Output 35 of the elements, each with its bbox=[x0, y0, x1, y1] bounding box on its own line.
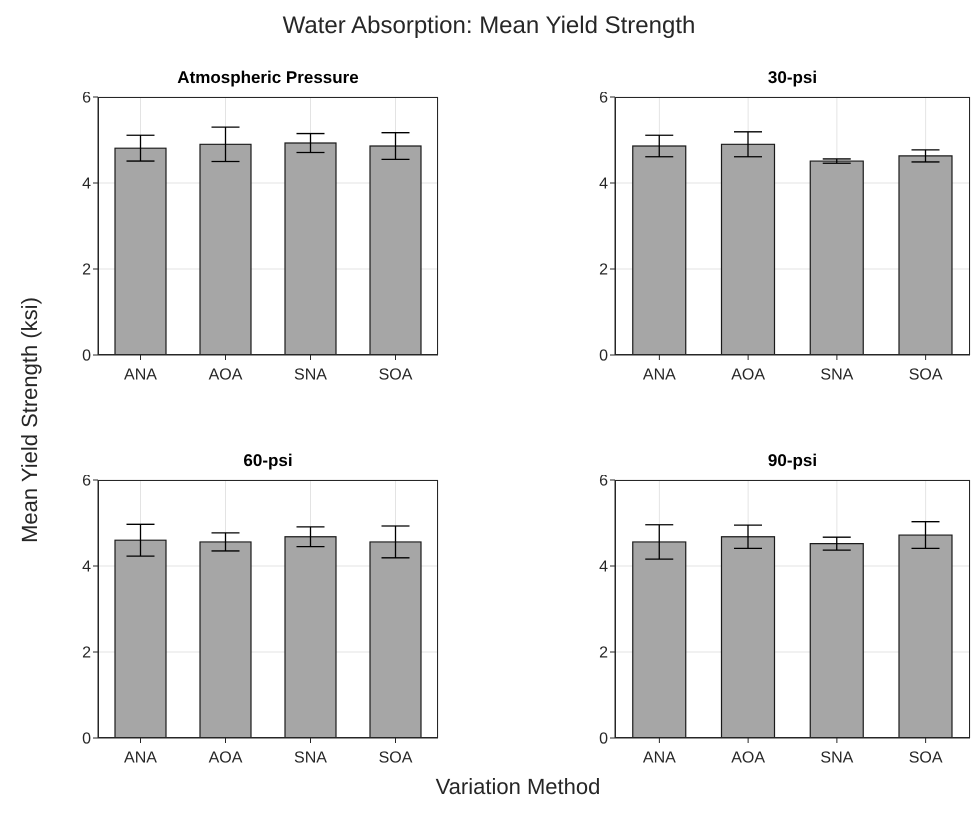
y-tick-label: 0 bbox=[82, 348, 92, 365]
x-tick-label: SNA bbox=[294, 366, 328, 384]
y-tick-label: 2 bbox=[599, 644, 608, 662]
x-tick-label: ANA bbox=[642, 366, 676, 384]
x-tick-label: AOA bbox=[731, 749, 766, 766]
y-tick-label: 4 bbox=[82, 176, 92, 193]
y-tick-label: 0 bbox=[599, 348, 608, 365]
y-tick-label: 2 bbox=[599, 262, 608, 279]
x-tick-label: SOA bbox=[908, 366, 943, 384]
x-tick-label: SOA bbox=[378, 749, 413, 766]
x-axis-title: Variation Method bbox=[434, 774, 602, 800]
y-tick-label: 4 bbox=[599, 558, 608, 576]
x-tick-label: ANA bbox=[642, 749, 676, 766]
x-tick-label: AOA bbox=[208, 366, 243, 384]
x-tick-label: AOA bbox=[208, 749, 243, 766]
chart-title: 90-psi bbox=[766, 451, 818, 471]
x-tick-label: SOA bbox=[908, 749, 943, 766]
chart-title: 30-psi bbox=[766, 68, 818, 88]
y-tick-label: 4 bbox=[599, 176, 608, 193]
x-tick-label: ANA bbox=[124, 366, 158, 384]
y-tick-label: 2 bbox=[82, 644, 92, 662]
x-tick-label: SOA bbox=[378, 366, 413, 384]
x-tick-label: SNA bbox=[820, 749, 854, 766]
x-tick-label: ANA bbox=[124, 749, 158, 766]
x-tick-label: SNA bbox=[820, 366, 854, 384]
y-tick-label: 4 bbox=[82, 558, 92, 576]
y-tick-label: 0 bbox=[599, 730, 608, 748]
y-tick-label: 2 bbox=[82, 262, 92, 279]
chart-title: Atmospheric Pressure bbox=[176, 68, 360, 88]
chart-title: 60-psi bbox=[242, 451, 294, 471]
x-tick-label: AOA bbox=[731, 366, 766, 384]
text: Water Absorption: Mean Yield Strength bbox=[282, 12, 696, 40]
x-tick-label: SNA bbox=[294, 749, 328, 766]
y-tick-label: 0 bbox=[82, 730, 92, 748]
y-axis-title: Mean Yield Strength (ksi) bbox=[17, 297, 43, 543]
